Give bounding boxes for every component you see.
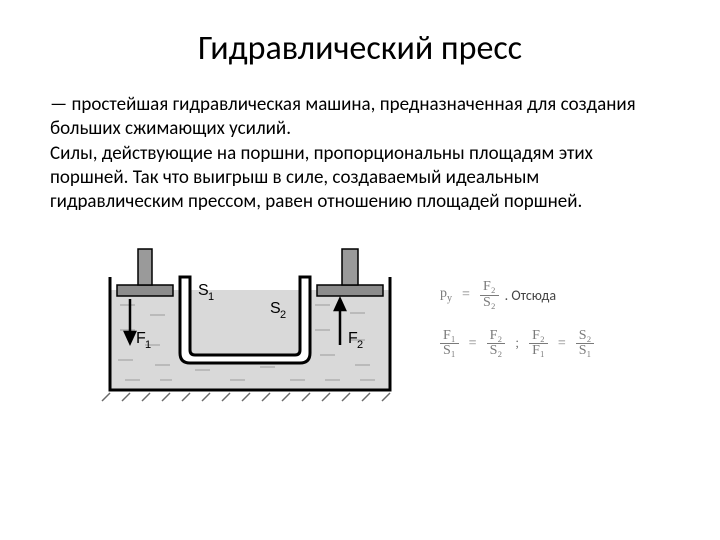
svg-text:1: 1: [145, 339, 151, 351]
formula-line-1: pу = F₂ S₂ . Отсюда: [440, 280, 594, 310]
hydraulic-press-diagram: S 1 S 2 F 1 F 2: [100, 235, 400, 405]
svg-text:2: 2: [280, 309, 286, 321]
formula-block: pу = F₂ S₂ . Отсюда F₁ S₁ = F₂ S₂ ; F₂ F…: [440, 280, 594, 359]
page-title: Гидравлический пресс: [50, 28, 670, 69]
body-paragraph: — простейшая гидравлическая машина, пред…: [50, 93, 670, 215]
svg-text:2: 2: [357, 339, 363, 351]
svg-text:1: 1: [208, 291, 214, 303]
figure-row: S 1 S 2 F 1 F 2 pу =: [50, 235, 670, 405]
formula-line-2: F₁ S₁ = F₂ S₂ ; F₂ F₁ = S₂ S₁: [440, 329, 594, 359]
